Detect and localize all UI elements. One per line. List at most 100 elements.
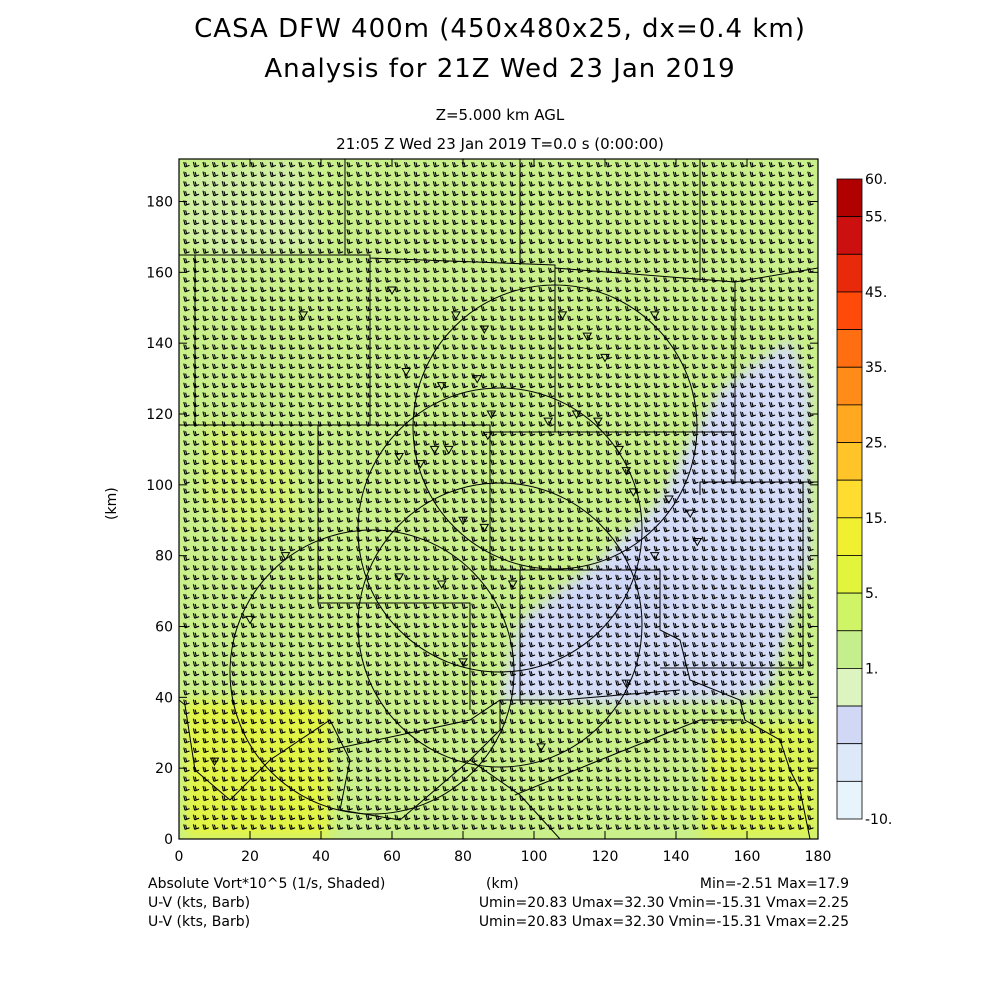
wind-barb (221, 257, 229, 264)
wind-barb (212, 296, 219, 302)
wind-barb (759, 344, 766, 350)
wind-barb (605, 229, 613, 235)
wind-barb (663, 200, 670, 206)
wind-barb (317, 267, 325, 274)
wind-barb (356, 229, 363, 235)
wind-barb (461, 200, 469, 206)
wind-barb (624, 161, 632, 168)
wind-barb (442, 277, 449, 283)
wind-barb (336, 363, 344, 370)
wind-barb (557, 344, 565, 350)
wind-barb (682, 200, 689, 206)
wind-barb (759, 219, 766, 226)
wind-barb (298, 190, 305, 197)
wind-barb (711, 248, 718, 254)
wind-barb (528, 296, 536, 302)
wind-barb (701, 248, 709, 254)
wind-barb (596, 181, 603, 187)
wind-barb (202, 248, 209, 254)
wind-barb (711, 219, 718, 226)
wind-barb (298, 200, 305, 206)
wind-barb (586, 305, 593, 312)
wind-barb (768, 238, 776, 245)
wind-barb (240, 315, 248, 322)
wind-barb (615, 248, 622, 254)
wind-barb (471, 286, 478, 293)
wind-barb (519, 325, 526, 331)
wind-barb (212, 267, 219, 274)
wind-barb (250, 238, 257, 245)
wind-barb (500, 200, 507, 206)
wind-barb (375, 296, 382, 302)
wind-barb (288, 277, 296, 283)
wind-barb (682, 238, 689, 245)
wind-barb (432, 209, 440, 216)
wind-barb (327, 267, 334, 274)
wind-barb (336, 315, 344, 322)
wind-barb (797, 209, 805, 216)
wind-barb (288, 344, 296, 350)
wind-barb (740, 353, 747, 360)
wind-barb (432, 334, 440, 341)
wind-barb (538, 248, 545, 254)
wind-barb (548, 229, 555, 235)
level-label: Z=5.000 km AGL (435, 106, 565, 124)
wind-barb (480, 229, 488, 235)
wind-barb (384, 277, 392, 283)
wind-barb (788, 344, 795, 350)
wind-barb (509, 248, 517, 254)
wind-barb (221, 171, 229, 178)
wind-barb (490, 229, 497, 235)
wind-barb (557, 181, 565, 187)
wind-barb (490, 286, 497, 293)
wind-barb (298, 363, 305, 370)
wind-barb (413, 161, 421, 168)
wind-barb (567, 277, 574, 283)
wind-barb (548, 344, 555, 350)
wind-barb (279, 209, 286, 216)
wind-barb (634, 267, 641, 274)
wind-barb (500, 325, 507, 331)
wind-barb (644, 334, 651, 341)
wind-barb (327, 229, 334, 235)
wind-barb (509, 296, 517, 302)
wind-barb (490, 277, 497, 283)
wind-barb (423, 315, 430, 322)
wind-barb (288, 248, 296, 254)
wind-barb (768, 296, 776, 302)
wind-barb (317, 277, 325, 283)
wind-barb (692, 248, 699, 254)
wind-barb (269, 181, 277, 187)
wind-barb (231, 277, 238, 283)
wind-barb (240, 181, 248, 187)
wind-barb (586, 325, 593, 331)
wind-barb (644, 305, 651, 312)
wind-barb (471, 363, 478, 370)
wind-barb (701, 353, 709, 360)
wind-barb (788, 229, 795, 235)
wind-barb (605, 334, 613, 341)
wind-barb (778, 171, 785, 178)
wind-barb (500, 353, 507, 360)
wind-barb (308, 325, 315, 331)
wind-barb (346, 161, 353, 168)
wind-barb (634, 248, 641, 254)
wind-barb (452, 238, 459, 245)
wind-barb (298, 334, 305, 341)
wind-barb (327, 353, 334, 360)
wind-barb (260, 334, 267, 341)
wind-barb (212, 363, 219, 370)
wind-barb (346, 229, 353, 235)
wind-barb (672, 238, 680, 245)
wind-barb (356, 305, 363, 312)
wind-barb (663, 363, 670, 370)
wind-barb (807, 277, 814, 283)
wind-barb (624, 257, 632, 264)
wind-barb (480, 286, 488, 293)
colorbar-label: 25. (865, 436, 887, 452)
wind-barb (500, 344, 507, 350)
wind-barb (356, 200, 363, 206)
wind-barb (212, 200, 219, 206)
wind-barb (740, 267, 747, 274)
wind-barb (711, 181, 718, 187)
